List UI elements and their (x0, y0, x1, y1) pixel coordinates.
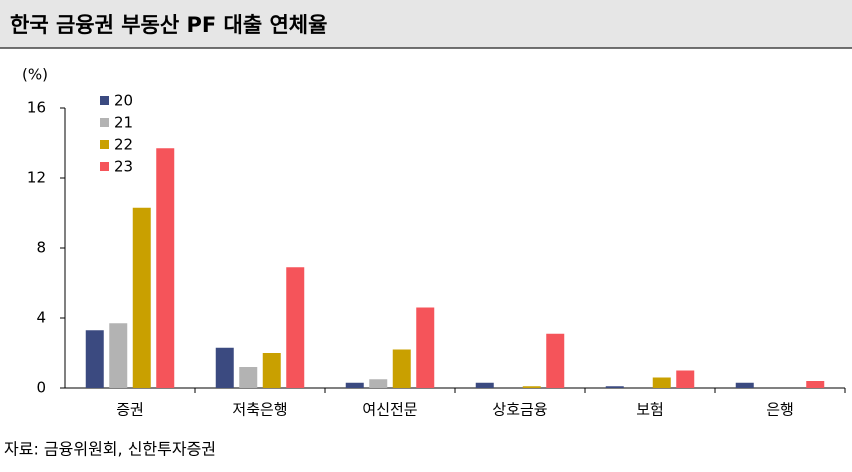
source: 자료: 금융위원회, 신한투자증권 (4, 440, 216, 459)
bar (345, 382, 364, 388)
legend-swatch (100, 162, 109, 171)
legend-label: 21 (114, 114, 133, 132)
bar (215, 347, 234, 388)
x-tick-label: 저축은행 (232, 401, 287, 419)
y-tick-label: 0 (36, 379, 46, 397)
legend-label: 23 (114, 158, 133, 176)
legend-swatch (100, 140, 109, 149)
bar (156, 148, 175, 388)
x-tick-label: 여신전문 (362, 401, 417, 419)
bar (109, 323, 128, 388)
y-tick-label: 4 (36, 309, 46, 327)
title-band (0, 0, 852, 48)
bar (132, 207, 151, 388)
y-tick-label: 12 (27, 169, 46, 187)
y-tick-label: 16 (27, 99, 46, 117)
bar (806, 381, 825, 388)
bar (475, 382, 494, 388)
x-tick-label: 은행 (766, 401, 794, 419)
legend-swatch (100, 96, 109, 105)
legend-label: 20 (114, 92, 133, 110)
bar (85, 330, 104, 388)
bar (735, 382, 754, 388)
bar (652, 377, 671, 388)
y-tick-label: 8 (36, 239, 46, 257)
legend-swatch (100, 118, 109, 127)
legend-label: 22 (114, 136, 133, 154)
bar (522, 386, 541, 388)
bar (262, 353, 281, 388)
y-unit: (%) (22, 66, 48, 84)
bar (416, 307, 435, 388)
x-tick-label: 보험 (636, 401, 664, 419)
bar (392, 349, 411, 388)
bar (239, 367, 258, 388)
x-tick-label: 상호금융 (492, 401, 547, 419)
bar (605, 386, 624, 388)
x-tick-label: 증권 (116, 401, 144, 419)
bar (286, 267, 305, 388)
chart-title: 한국 금융권 부동산 PF 대출 연체율 (10, 13, 327, 37)
bar (369, 379, 388, 388)
bar (676, 370, 695, 388)
bar (546, 333, 565, 388)
